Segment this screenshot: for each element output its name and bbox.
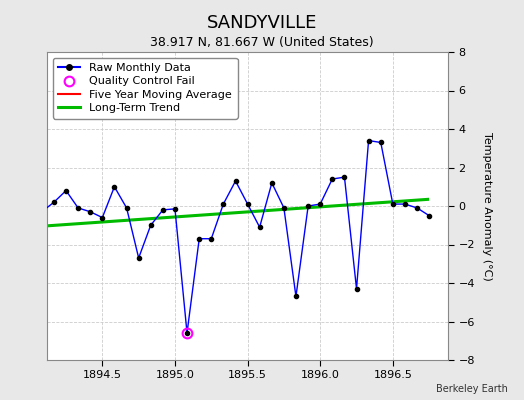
Legend: Raw Monthly Data, Quality Control Fail, Five Year Moving Average, Long-Term Tren: Raw Monthly Data, Quality Control Fail, … [53, 58, 238, 119]
Y-axis label: Temperature Anomaly (°C): Temperature Anomaly (°C) [482, 132, 492, 280]
Text: 38.917 N, 81.667 W (United States): 38.917 N, 81.667 W (United States) [150, 36, 374, 49]
Text: Berkeley Earth: Berkeley Earth [436, 384, 508, 394]
Text: SANDYVILLE: SANDYVILLE [207, 14, 317, 32]
